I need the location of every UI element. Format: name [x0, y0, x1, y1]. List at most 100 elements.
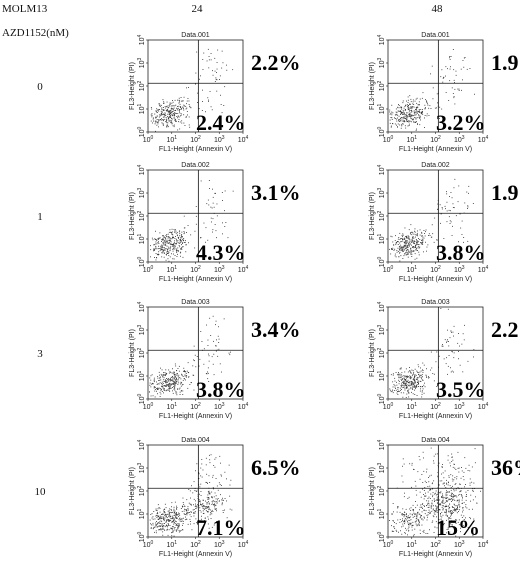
tick-base: 10 [166, 267, 174, 274]
x-tick-label: 101 [406, 540, 417, 549]
tick-base: 10 [139, 304, 146, 312]
tick-exponent: 3 [462, 540, 465, 546]
y-tick-label: 102 [137, 80, 146, 91]
tick-exponent: 3 [377, 57, 383, 60]
flow-plot: Data.001100100101101102102103103104104FL… [129, 32, 301, 153]
tick-exponent: 0 [151, 265, 154, 271]
y-tick-label: 102 [137, 485, 146, 496]
tick-exponent: 4 [377, 34, 383, 37]
flow-plot: Data.004100100101101102102103103104104FL… [369, 437, 520, 558]
drug-label: AZD1152(nM) [2, 27, 69, 39]
tick-base: 10 [379, 167, 386, 175]
tick-base: 10 [190, 267, 198, 274]
x-axis-label: FL1-Height (Annexin V) [159, 276, 232, 283]
y-axis-label: FL3-Height (PI) [369, 192, 376, 240]
tick-base: 10 [454, 542, 462, 549]
tick-exponent: 1 [174, 265, 177, 271]
x-tick-label: 101 [166, 540, 177, 549]
tick-base: 10 [238, 542, 246, 549]
y-tick-label: 102 [377, 80, 386, 91]
tick-base: 10 [430, 137, 438, 144]
y-tick-label: 104 [377, 439, 386, 450]
tick-exponent: 3 [137, 187, 143, 190]
x-tick-label: 102 [430, 265, 441, 274]
y-tick-label: 100 [137, 256, 146, 267]
x-tick-label: 104 [478, 402, 489, 411]
lower-right-percent: 15% [436, 515, 480, 540]
tick-base: 10 [214, 404, 222, 411]
event-dots [150, 180, 234, 262]
lower-right-percent: 4.3% [196, 240, 246, 265]
tick-exponent: 4 [486, 402, 489, 408]
tick-exponent: 0 [391, 135, 394, 141]
x-axis-label: FL1-Height (Annexin V) [159, 551, 232, 558]
tick-exponent: 3 [377, 187, 383, 190]
tick-base: 10 [454, 404, 462, 411]
tick-base: 10 [139, 236, 146, 244]
x-tick-label: 103 [454, 402, 465, 411]
tick-exponent: 4 [486, 135, 489, 141]
tick-exponent: 0 [391, 265, 394, 271]
x-tick-label: 104 [238, 402, 249, 411]
upper-right-percent: 36% [491, 455, 520, 480]
tick-exponent: 1 [414, 402, 417, 408]
tick-base: 10 [478, 137, 486, 144]
tick-exponent: 0 [151, 135, 154, 141]
tick-base: 10 [379, 511, 386, 519]
event-dots [389, 308, 475, 398]
x-tick-label: 100 [383, 135, 394, 144]
plot-title: Data.003 [421, 299, 450, 306]
tick-base: 10 [139, 129, 146, 137]
tick-base: 10 [379, 327, 386, 335]
flow-plot: Data.003100100101101102102103103104104FL… [369, 299, 520, 420]
tick-exponent: 0 [391, 540, 394, 546]
tick-base: 10 [383, 267, 391, 274]
tick-exponent: 1 [414, 540, 417, 546]
tick-base: 10 [139, 327, 146, 335]
tick-base: 10 [454, 267, 462, 274]
x-tick-label: 104 [238, 265, 249, 274]
x-tick-label: 101 [166, 402, 177, 411]
y-axis-label: FL3-Height (PI) [369, 329, 376, 377]
x-tick-label: 103 [214, 402, 225, 411]
upper-right-percent: 3.1% [251, 180, 301, 205]
plot-title: Data.004 [181, 437, 210, 444]
tick-exponent: 1 [174, 135, 177, 141]
y-axis-label: FL3-Height (PI) [129, 329, 136, 377]
tick-exponent: 4 [137, 34, 143, 37]
y-tick-label: 103 [377, 57, 386, 68]
tick-exponent: 3 [137, 462, 143, 465]
tick-exponent: 0 [137, 393, 143, 396]
y-tick-label: 100 [377, 531, 386, 542]
x-tick-label: 103 [454, 135, 465, 144]
tick-base: 10 [139, 442, 146, 450]
tick-base: 10 [139, 534, 146, 542]
tick-exponent: 1 [137, 370, 143, 373]
y-axis-label: FL3-Height (PI) [129, 62, 136, 110]
upper-right-percent: 2.2% [251, 50, 301, 75]
tick-base: 10 [139, 83, 146, 91]
tick-exponent: 4 [486, 540, 489, 546]
x-axis-label: FL1-Height (Annexin V) [399, 276, 472, 283]
y-tick-label: 103 [137, 324, 146, 335]
tick-exponent: 1 [377, 508, 383, 511]
tick-base: 10 [379, 213, 386, 221]
tick-base: 10 [379, 37, 386, 45]
tick-base: 10 [143, 404, 151, 411]
tick-base: 10 [214, 267, 222, 274]
x-tick-label: 103 [214, 540, 225, 549]
y-tick-label: 104 [377, 164, 386, 175]
tick-base: 10 [379, 442, 386, 450]
x-tick-label: 101 [166, 135, 177, 144]
tick-exponent: 0 [151, 402, 154, 408]
tick-exponent: 2 [377, 347, 383, 350]
plot-title: Data.003 [181, 299, 210, 306]
time-label: 48 [432, 3, 444, 15]
tick-base: 10 [383, 404, 391, 411]
tick-exponent: 0 [137, 531, 143, 534]
lower-right-percent: 7.1% [196, 515, 246, 540]
tick-exponent: 3 [377, 324, 383, 327]
tick-base: 10 [478, 542, 486, 549]
tick-base: 10 [379, 236, 386, 244]
